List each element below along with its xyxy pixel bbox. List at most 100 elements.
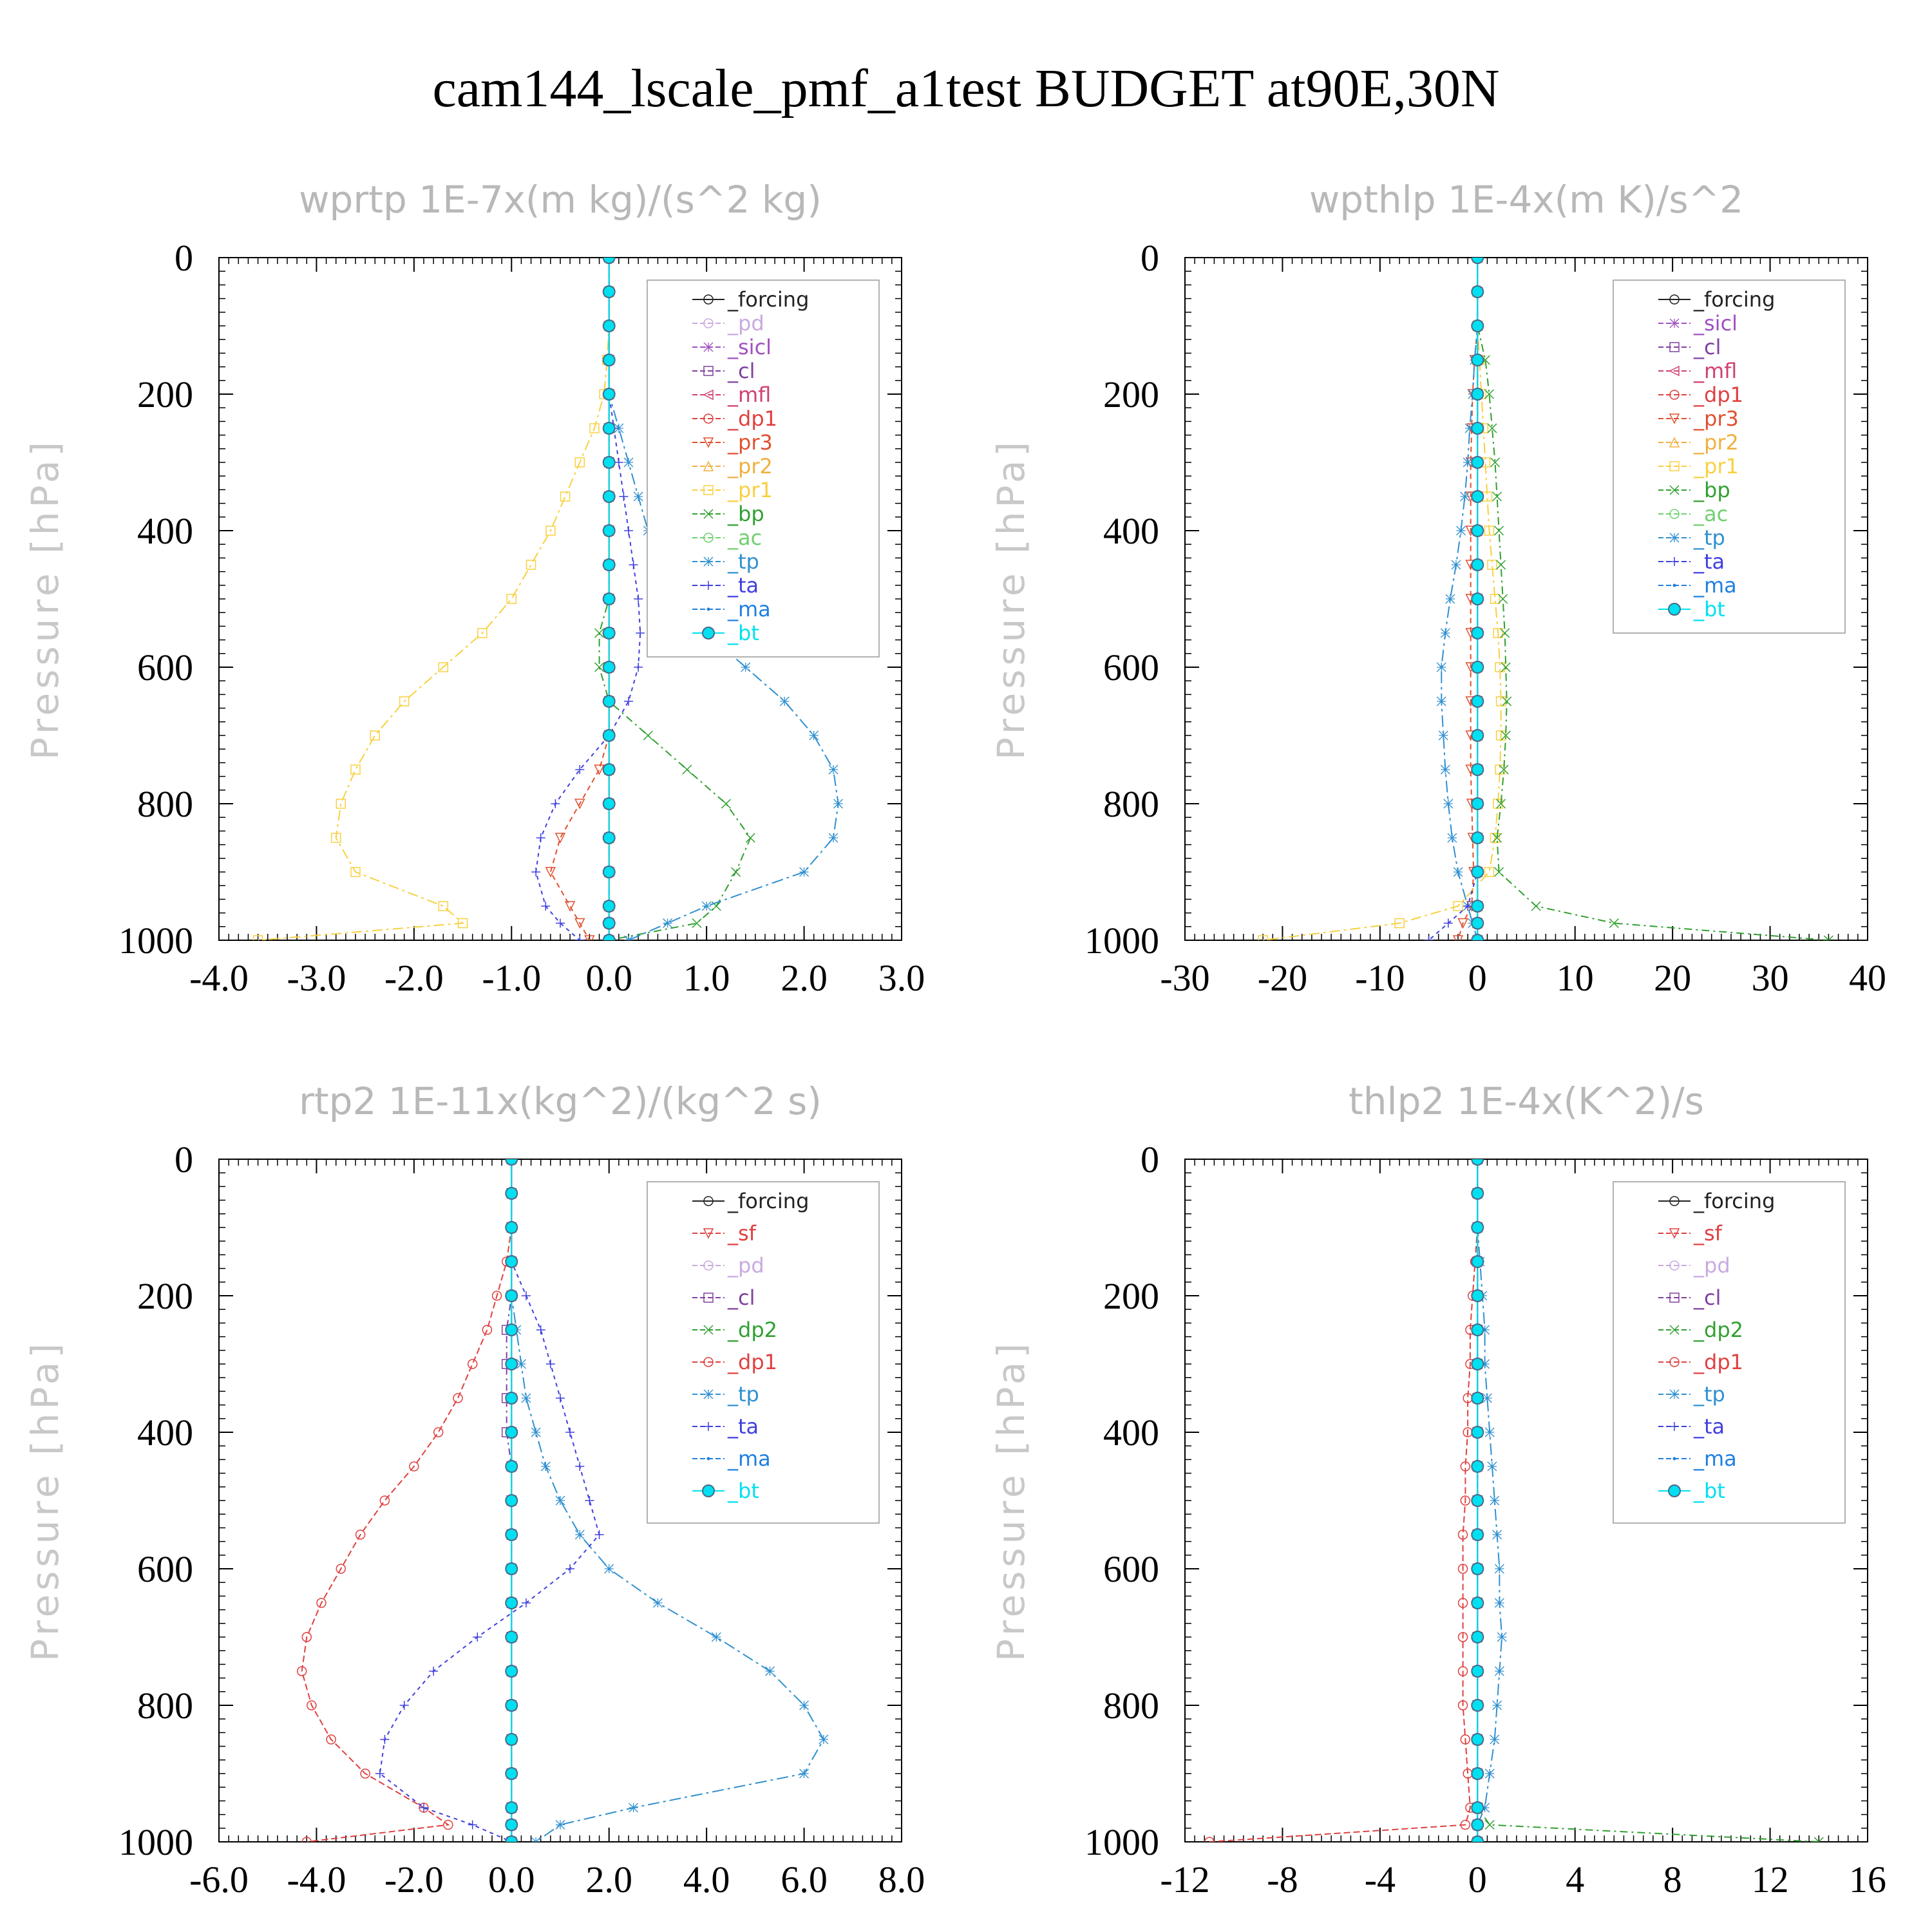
data-point bbox=[1471, 1835, 1484, 1842]
data-point bbox=[1471, 558, 1484, 571]
data-point bbox=[505, 1426, 518, 1439]
data-point bbox=[799, 867, 810, 877]
series-markers-bt bbox=[505, 1159, 518, 1842]
series-line-ta bbox=[379, 1159, 600, 1842]
data-point bbox=[375, 1769, 384, 1778]
panel-2: wpthlp 1E-4x(m K)/s^2 Pressure [hPa] -30 -2… bbox=[989, 178, 1886, 999]
data-point bbox=[541, 902, 551, 911]
legend-marker bbox=[1669, 1228, 1680, 1239]
data-point bbox=[380, 1735, 390, 1744]
data-point bbox=[1471, 729, 1484, 742]
legend-label: _ac bbox=[1693, 502, 1728, 526]
x-tick-label: 30 bbox=[1752, 957, 1789, 999]
legend-label: _bt bbox=[1693, 597, 1725, 621]
data-point bbox=[1471, 695, 1484, 708]
data-point bbox=[1471, 456, 1484, 469]
x-tick-label: 0.0 bbox=[585, 957, 632, 999]
data-point bbox=[633, 491, 643, 502]
data-point bbox=[1471, 831, 1484, 844]
legend-box bbox=[1613, 279, 1846, 634]
data-point bbox=[643, 730, 653, 741]
legend-entry: _forcing bbox=[1658, 1189, 1775, 1213]
legend-label: _sicl bbox=[1693, 311, 1738, 336]
data-point bbox=[522, 1598, 531, 1607]
data-point bbox=[1471, 388, 1484, 401]
data-point bbox=[1471, 1665, 1484, 1678]
x-tick-label: -8 bbox=[1267, 1859, 1298, 1900]
data-point bbox=[545, 867, 556, 878]
legend-marker bbox=[706, 1457, 710, 1461]
data-point bbox=[433, 1427, 444, 1437]
data-point bbox=[602, 661, 616, 674]
data-point bbox=[1471, 627, 1484, 639]
y-axis-label: Pressure [hPa] bbox=[23, 438, 67, 760]
data-point bbox=[1484, 526, 1495, 536]
legend-label: _ma bbox=[1693, 1446, 1737, 1471]
data-point bbox=[1496, 799, 1506, 809]
data-point bbox=[505, 1631, 518, 1643]
legend-marker bbox=[1669, 1325, 1680, 1335]
data-point bbox=[307, 1700, 317, 1710]
legend-marker bbox=[703, 485, 714, 495]
legend-label: _pd bbox=[727, 311, 764, 336]
legend-marker bbox=[1669, 509, 1680, 519]
data-point bbox=[1471, 1221, 1484, 1234]
data-point bbox=[765, 1666, 775, 1676]
data-point bbox=[1814, 1837, 1824, 1842]
data-point bbox=[1438, 730, 1448, 741]
data-point bbox=[1447, 833, 1457, 843]
legend-label: _cl bbox=[1693, 1285, 1721, 1310]
y-tick-label: 0 bbox=[175, 1139, 193, 1180]
data-point bbox=[1460, 1734, 1471, 1745]
data-point bbox=[594, 628, 605, 638]
data-point bbox=[809, 730, 819, 741]
data-point bbox=[1499, 764, 1509, 775]
data-point bbox=[652, 1598, 663, 1608]
data-point bbox=[574, 1530, 585, 1540]
data-point bbox=[1484, 1819, 1495, 1830]
data-point bbox=[1471, 285, 1484, 298]
data-point bbox=[602, 592, 616, 605]
data-point bbox=[1471, 900, 1484, 913]
x-tick-label: 4.0 bbox=[683, 1859, 730, 1900]
data-point bbox=[623, 457, 634, 468]
x-tick-label: 0 bbox=[1468, 1859, 1487, 1900]
legend-entry: _ta bbox=[1658, 1414, 1725, 1439]
data-point bbox=[1471, 1801, 1484, 1814]
data-point bbox=[301, 1632, 312, 1642]
data-point bbox=[711, 1632, 721, 1642]
data-point bbox=[531, 1427, 541, 1437]
data-point bbox=[505, 1835, 518, 1842]
legend-entry: _tp bbox=[1658, 526, 1725, 550]
data-point bbox=[1460, 491, 1470, 502]
legend-label: _pd bbox=[727, 1253, 764, 1278]
data-point bbox=[575, 1462, 585, 1471]
data-point bbox=[555, 1495, 565, 1506]
panel-4: thlp2 1E-4x(K^2)/s Pressure [hPa] -12 -8 -4 0… bbox=[989, 1079, 1886, 1900]
data-point bbox=[1463, 457, 1473, 468]
data-point bbox=[636, 629, 645, 638]
legend: _forcing _sf _pd _cl _dp2 _dp1 _tp _ta _ma _bt bbox=[1613, 1181, 1846, 1524]
data-point bbox=[336, 1564, 346, 1574]
legend-marker bbox=[1669, 390, 1680, 400]
data-point bbox=[1394, 918, 1405, 929]
data-point bbox=[1482, 1393, 1492, 1403]
data-point bbox=[1502, 696, 1512, 706]
data-point bbox=[505, 1801, 518, 1814]
y-tick-label: 800 bbox=[137, 783, 193, 825]
legend-entry: _ta bbox=[692, 573, 759, 598]
legend-entry: _ac bbox=[1658, 502, 1728, 526]
data-point bbox=[1484, 1768, 1495, 1779]
data-point bbox=[602, 258, 616, 264]
series-layer bbox=[1204, 1159, 1824, 1842]
data-point bbox=[556, 918, 565, 928]
data-point bbox=[1480, 1325, 1490, 1335]
x-tick-label: -4.0 bbox=[287, 1859, 346, 1900]
data-point bbox=[1480, 1359, 1490, 1369]
series-line-pr1 bbox=[258, 258, 610, 940]
data-point bbox=[745, 833, 755, 843]
data-point bbox=[779, 696, 790, 706]
legend-label: _dp1 bbox=[727, 406, 777, 431]
data-point bbox=[554, 833, 566, 844]
